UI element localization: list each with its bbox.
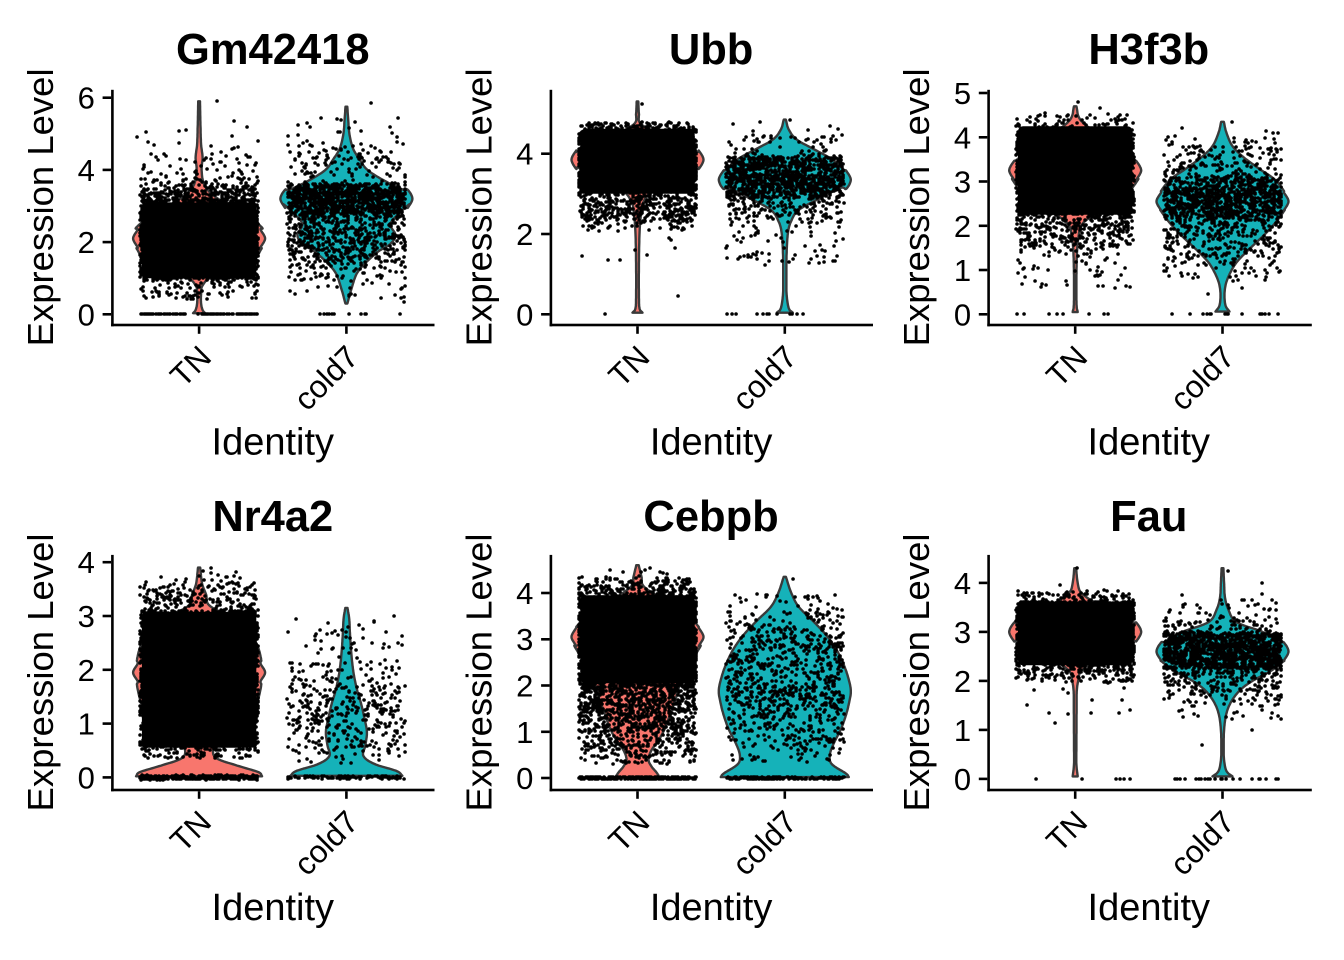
svg-text:3: 3 (954, 165, 971, 200)
svg-text:0: 0 (954, 297, 971, 332)
svg-text:Identity: Identity (650, 422, 773, 464)
svg-text:4: 4 (78, 153, 95, 188)
svg-text:5: 5 (954, 76, 971, 111)
svg-text:Identity: Identity (650, 887, 773, 929)
svg-text:Ubb: Ubb (669, 26, 754, 74)
svg-text:2: 2 (516, 669, 533, 704)
svg-text:1: 1 (78, 707, 95, 742)
svg-text:Gm42418: Gm42418 (176, 26, 369, 74)
svg-text:4: 4 (954, 566, 971, 601)
svg-text:4: 4 (78, 545, 95, 580)
svg-text:Expression Level: Expression Level (896, 534, 937, 812)
svg-text:2: 2 (78, 653, 95, 688)
svg-text:1: 1 (954, 253, 971, 288)
svg-text:4: 4 (954, 120, 971, 155)
svg-text:0: 0 (516, 761, 533, 796)
svg-text:1: 1 (954, 713, 971, 748)
svg-text:2: 2 (954, 664, 971, 699)
svg-text:2: 2 (78, 225, 95, 260)
svg-text:0: 0 (516, 297, 533, 332)
svg-text:Expression Level: Expression Level (896, 68, 937, 346)
svg-text:2: 2 (516, 217, 533, 252)
svg-text:4: 4 (516, 576, 533, 611)
svg-text:Identity: Identity (212, 422, 335, 464)
svg-text:Cebpb: Cebpb (643, 493, 778, 541)
svg-text:Identity: Identity (1088, 422, 1211, 464)
svg-text:Expression Level: Expression Level (20, 534, 61, 812)
svg-text:0: 0 (78, 760, 95, 795)
svg-text:2: 2 (954, 209, 971, 244)
svg-text:6: 6 (78, 81, 95, 116)
svg-text:Expression Level: Expression Level (20, 68, 61, 346)
svg-text:1: 1 (516, 715, 533, 750)
svg-text:3: 3 (954, 615, 971, 650)
svg-text:Identity: Identity (1088, 887, 1211, 929)
svg-text:H3f3b: H3f3b (1088, 26, 1209, 74)
svg-text:0: 0 (954, 762, 971, 797)
svg-text:4: 4 (516, 137, 533, 172)
svg-text:Nr4a2: Nr4a2 (212, 493, 333, 541)
svg-text:Identity: Identity (212, 887, 335, 929)
svg-text:Expression Level: Expression Level (459, 534, 500, 812)
svg-text:3: 3 (516, 622, 533, 657)
svg-text:3: 3 (78, 599, 95, 634)
svg-text:Expression Level: Expression Level (459, 68, 500, 346)
svg-text:0: 0 (78, 297, 95, 332)
svg-text:Fau: Fau (1110, 493, 1187, 541)
